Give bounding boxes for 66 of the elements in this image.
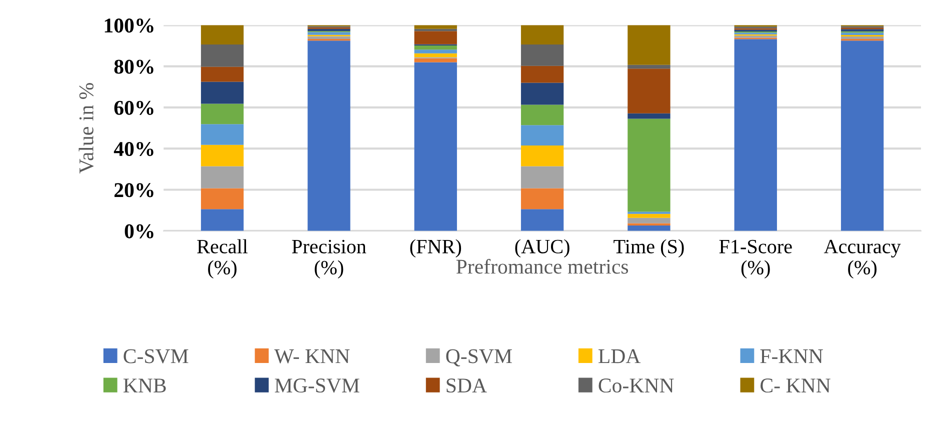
y-tick-label: 60%: [114, 100, 154, 115]
bar: [628, 68, 670, 114]
legend-label: C- KNN: [760, 378, 830, 393]
y-tick-label: 80%: [114, 60, 154, 74]
x-tick-label: F1-Score (%): [719, 240, 792, 279]
bar: [520, 146, 564, 166]
y-tick-label: 20%: [114, 183, 154, 198]
legend-label: Co-KNN: [598, 378, 674, 393]
bar: [308, 36, 350, 39]
x-tick-label: Precision (%): [292, 240, 366, 279]
x-tick-label: Recall (%): [197, 239, 248, 279]
bar: [308, 40, 350, 231]
bar: [200, 144, 244, 166]
bar: [628, 218, 670, 224]
legend-label: MG-SVM: [274, 378, 360, 393]
bar: [308, 32, 350, 35]
bar: [520, 188, 564, 210]
bar: [628, 214, 670, 218]
bar: [200, 124, 244, 145]
x-tick-label: Accuracy (%): [824, 240, 901, 279]
x-axis-title: Prefromance metrics: [456, 258, 628, 274]
y-axis-title: Value in %: [78, 83, 94, 174]
legend-label: W- KNN: [274, 349, 350, 364]
bar: [200, 25, 244, 45]
x-tick-label: Time (S): [614, 239, 684, 258]
bar: [520, 66, 564, 83]
y-tick-label: 40%: [114, 142, 154, 156]
bar: [414, 50, 457, 54]
bar: [520, 125, 564, 146]
legend-label: KNB: [123, 378, 166, 392]
bar: [414, 62, 457, 231]
bar: [414, 46, 457, 50]
bar: [628, 113, 670, 119]
bar: [200, 82, 244, 104]
bar: [628, 64, 670, 69]
bar: [520, 82, 564, 105]
bar: [200, 209, 244, 231]
legend-label: SDA: [446, 378, 487, 393]
y-tick-label: 0%: [124, 224, 154, 238]
bar: [840, 32, 884, 36]
bar: [520, 44, 564, 66]
legend-label: Q-SVM: [446, 349, 512, 366]
bar: [520, 209, 564, 231]
y-tick-label: 100%: [104, 18, 154, 33]
bar: [414, 25, 457, 29]
bar: [200, 166, 244, 188]
bar: [414, 53, 457, 58]
legend-label: C-SVM: [124, 349, 188, 364]
bar: [200, 104, 244, 124]
bar: [200, 188, 244, 210]
bar: [734, 39, 777, 231]
bar: [628, 226, 670, 231]
bar: [200, 66, 244, 82]
x-tick-label: (AUC): [515, 239, 570, 258]
bar: [840, 40, 884, 231]
legend-label: F-KNN: [760, 349, 823, 364]
bar: [200, 44, 244, 67]
legend-label: LDA: [598, 349, 641, 364]
bar: [628, 118, 670, 212]
bar: [628, 25, 670, 65]
bar: [414, 31, 457, 44]
x-tick-label: (FNR): [410, 239, 462, 258]
bar: [840, 36, 884, 39]
bar: [520, 104, 564, 126]
bar: [520, 25, 564, 45]
bar: [520, 166, 564, 188]
